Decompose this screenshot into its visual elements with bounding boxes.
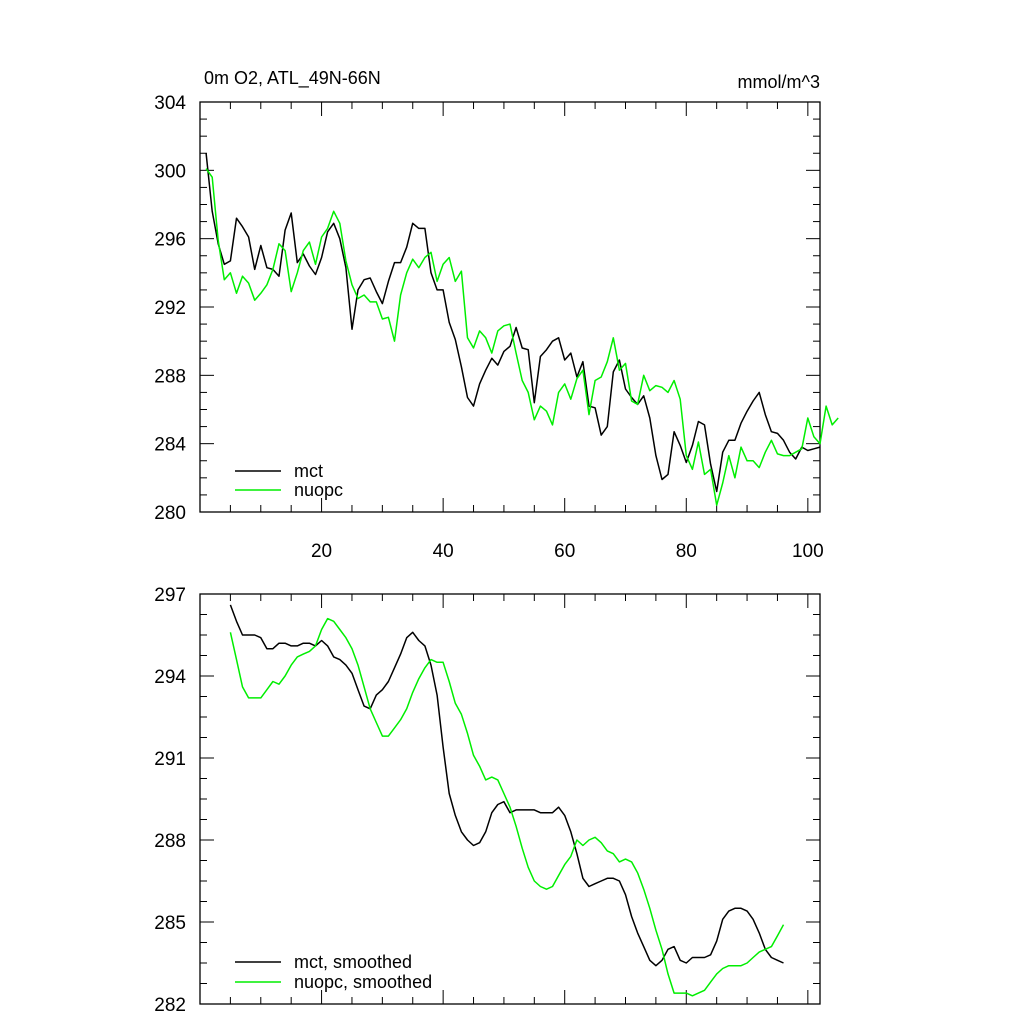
top-ytick-label: 288 bbox=[154, 366, 186, 387]
top-ytick-label: 304 bbox=[154, 93, 186, 114]
bottom-ytick-label: 288 bbox=[154, 831, 186, 852]
top-series-line-0 bbox=[205, 153, 821, 493]
top-ytick-label: 300 bbox=[154, 161, 186, 182]
top-ytick-label: 284 bbox=[154, 435, 186, 456]
bottom-ytick-label: 285 bbox=[154, 913, 186, 934]
bottom-ytick-label: 294 bbox=[154, 667, 186, 688]
bottom-ytick-label: 297 bbox=[154, 585, 186, 606]
top-panel-title: 0m O2, ATL_49N-66N bbox=[204, 68, 381, 89]
top-axis-ticks: 280 284 288 292 296 300 304 20 40 60 80 100 bbox=[154, 93, 823, 562]
bottom-ytick-label: 291 bbox=[154, 749, 186, 770]
top-legend: mct nuopc bbox=[235, 461, 343, 500]
top-ytick-label: 292 bbox=[154, 298, 186, 319]
top-series-line-1 bbox=[205, 168, 839, 506]
top-xtick-label: 80 bbox=[676, 541, 697, 562]
bottom-plot-frame bbox=[199, 593, 821, 1005]
legend-label-nuopc-smoothed: nuopc, smoothed bbox=[294, 972, 432, 992]
legend-label-nuopc: nuopc bbox=[294, 480, 343, 500]
top-plot-frame bbox=[199, 101, 821, 513]
top-xtick-label: 20 bbox=[311, 541, 332, 562]
top-panel: 0m O2, ATL_49N-66N mmol/m^3 280 284 288 292… bbox=[154, 68, 839, 562]
bottom-series-line-1 bbox=[229, 617, 785, 997]
bottom-legend: mct, smoothed nuopc, smoothed bbox=[235, 952, 432, 992]
bottom-series-line-0 bbox=[229, 604, 784, 967]
bottom-series-group bbox=[229, 604, 785, 997]
bottom-ytick-label: 282 bbox=[154, 995, 186, 1016]
top-xtick-label: 60 bbox=[554, 541, 575, 562]
top-ytick-label: 280 bbox=[154, 503, 186, 524]
top-ytick-label: 296 bbox=[154, 230, 186, 251]
top-panel-units: mmol/m^3 bbox=[738, 72, 820, 92]
bottom-panel: 282 285 288 291 294 297 mct, smoothed nuopc, … bbox=[154, 585, 821, 1016]
legend-label-mct-smoothed: mct, smoothed bbox=[294, 952, 412, 972]
legend-label-mct: mct bbox=[294, 461, 323, 481]
top-series-group bbox=[205, 153, 839, 506]
bottom-axis-ticks: 282 285 288 291 294 297 bbox=[154, 585, 820, 1016]
top-xtick-label: 100 bbox=[792, 541, 824, 562]
top-xtick-label: 40 bbox=[433, 541, 454, 562]
